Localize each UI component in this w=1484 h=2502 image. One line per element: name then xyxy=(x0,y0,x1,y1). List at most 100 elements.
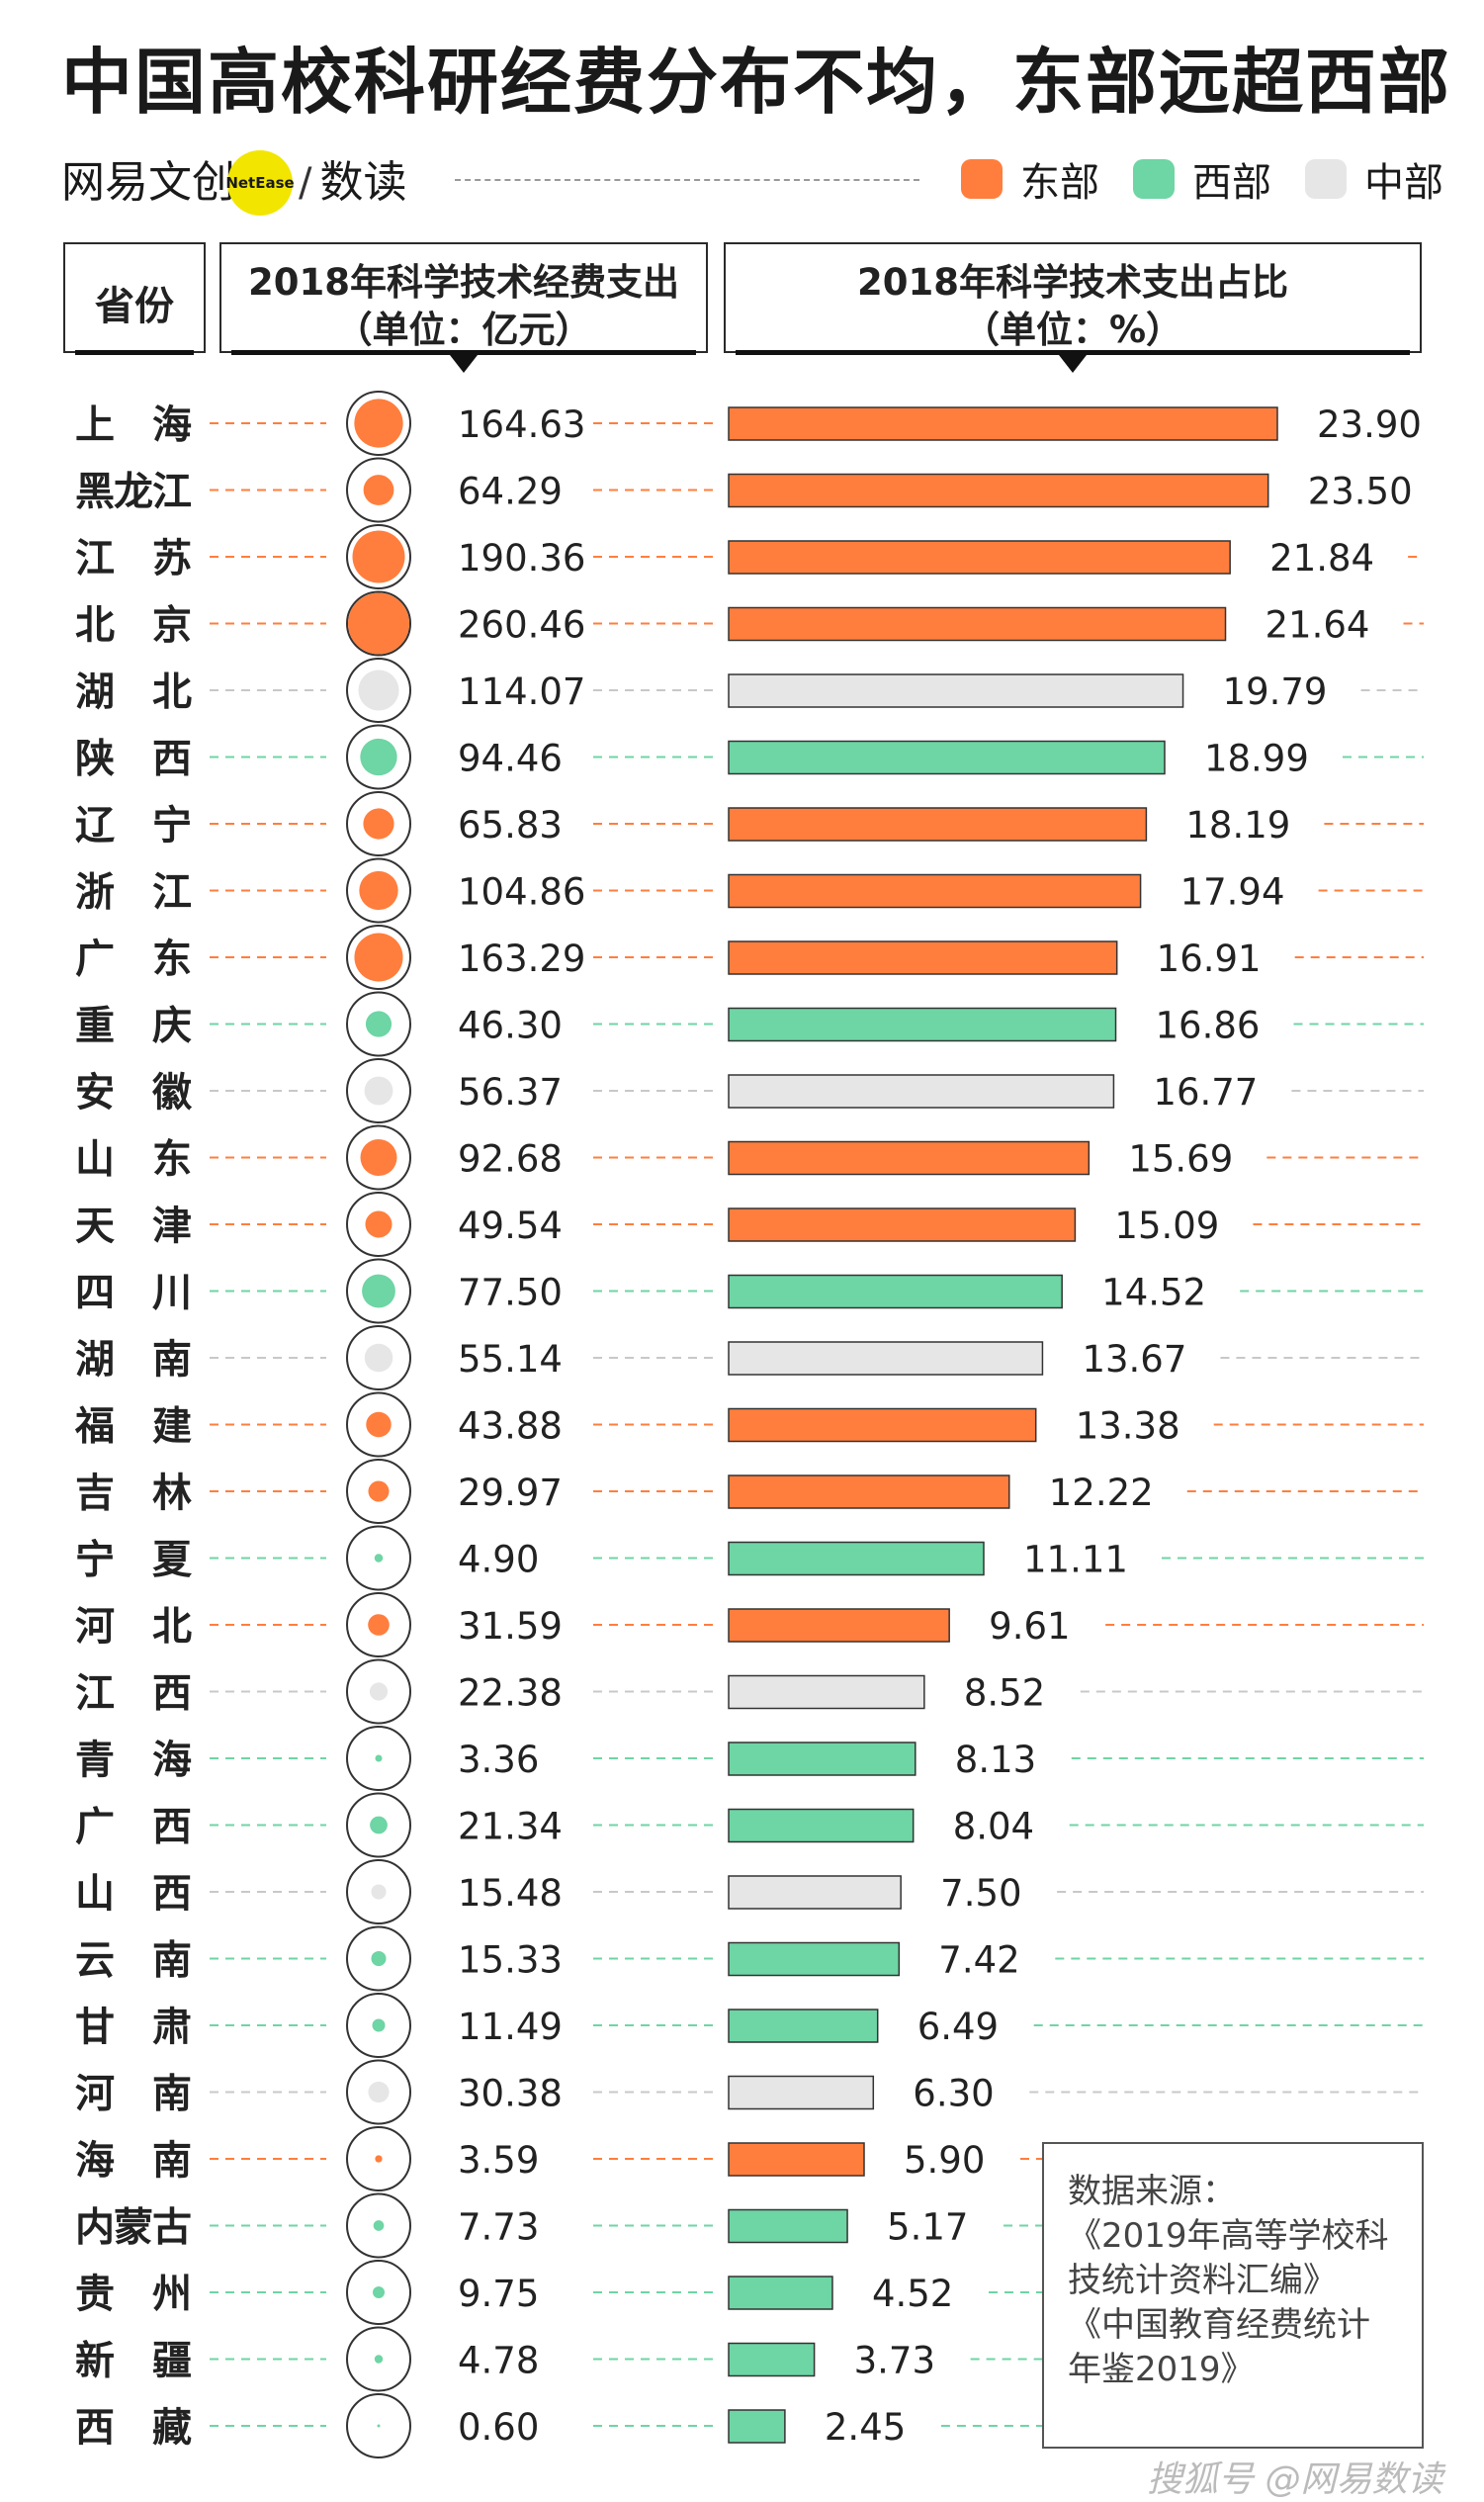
share-bar xyxy=(728,1474,1010,1509)
share-bar xyxy=(728,940,1118,975)
legend: 东部 西部 中部 xyxy=(961,148,1443,210)
share-bar xyxy=(728,1407,1037,1443)
funding-value: 22.38 xyxy=(458,1672,563,1715)
share-bar xyxy=(728,473,1269,508)
funding-circle xyxy=(375,2155,383,2163)
share-value: 11.11 xyxy=(1023,1539,1128,1581)
funding-value: 29.97 xyxy=(458,1472,563,1514)
share-bar xyxy=(728,1808,915,1843)
share-bar xyxy=(728,807,1148,842)
funding-value: 77.50 xyxy=(458,1272,563,1314)
share-value: 23.50 xyxy=(1308,471,1413,513)
funding-value: 43.88 xyxy=(458,1405,563,1448)
header-share-arrow-icon xyxy=(1059,355,1087,373)
funding-circle xyxy=(364,1076,393,1106)
share-value: 3.73 xyxy=(854,2340,935,2382)
share-value: 18.19 xyxy=(1185,804,1290,847)
funding-circle xyxy=(365,1011,393,1037)
share-value: 8.52 xyxy=(964,1672,1045,1715)
province-label: 山 东 xyxy=(75,1137,192,1183)
funding-value: 4.90 xyxy=(458,1539,539,1581)
funding-value: 92.68 xyxy=(458,1138,563,1181)
funding-circle xyxy=(377,2424,381,2428)
funding-circle xyxy=(368,1614,390,1636)
province-label: 湖 北 xyxy=(75,670,192,715)
funding-value: 56.37 xyxy=(458,1071,563,1114)
funding-circle xyxy=(371,1884,387,1900)
funding-value: 30.38 xyxy=(458,2073,563,2115)
share-bar xyxy=(728,1074,1115,1109)
province-label: 西 藏 xyxy=(75,2405,192,2451)
share-value: 23.90 xyxy=(1317,403,1422,446)
funding-circle xyxy=(359,870,398,911)
share-bar xyxy=(728,2075,875,2110)
header-funding-unit: （单位：亿元） xyxy=(335,309,592,351)
funding-circle xyxy=(364,1343,393,1373)
province-label: 江 苏 xyxy=(75,536,192,581)
province-label: 浙 江 xyxy=(75,870,192,916)
share-bar xyxy=(728,740,1166,775)
source-line: 技统计资料汇编》 xyxy=(1068,2261,1337,2300)
funding-value: 64.29 xyxy=(458,471,563,513)
funding-value: 15.48 xyxy=(458,1872,563,1915)
header-share-title: 2018年科学技术支出占比 xyxy=(857,261,1288,304)
funding-circle xyxy=(373,2286,385,2298)
header-funding-underline xyxy=(231,350,696,355)
province-label: 广 西 xyxy=(75,1805,192,1850)
share-value: 13.67 xyxy=(1082,1338,1186,1381)
funding-value: 55.14 xyxy=(458,1338,563,1381)
share-value: 6.49 xyxy=(917,2006,999,2048)
share-bar xyxy=(728,406,1278,441)
legend-label-west: 西部 xyxy=(1192,160,1271,206)
source-line: 《2019年高等学校科 xyxy=(1068,2216,1389,2256)
funding-value: 46.30 xyxy=(458,1005,563,1047)
funding-circle xyxy=(374,2355,384,2364)
funding-circle xyxy=(362,1274,395,1308)
funding-circle xyxy=(374,1554,384,1563)
share-value: 8.13 xyxy=(955,1739,1036,1781)
header-funding-title: 2018年科学技术经费支出 xyxy=(248,261,679,304)
funding-value: 15.33 xyxy=(458,1939,563,1982)
share-bar xyxy=(728,2208,848,2244)
funding-value: 260.46 xyxy=(458,604,585,647)
share-value: 2.45 xyxy=(825,2406,906,2449)
legend-item-east: 东部 xyxy=(961,150,1099,208)
header-share: 2018年科学技术支出占比 （单位：%） xyxy=(724,242,1422,373)
province-label: 安 徽 xyxy=(75,1070,193,1116)
share-bar xyxy=(728,606,1227,642)
header-province-label: 省份 xyxy=(95,284,174,329)
brand-logo: 网易文创 NetEase / 数读 xyxy=(61,148,406,218)
province-label: 广 东 xyxy=(75,937,192,982)
share-bar xyxy=(728,1674,925,1710)
legend-label-east: 东部 xyxy=(1020,160,1099,206)
header-funding: 2018年科学技术经费支出 （单位：亿元） xyxy=(219,242,708,373)
share-value: 8.04 xyxy=(953,1806,1034,1848)
legend-item-west: 西部 xyxy=(1133,150,1271,208)
brand-name: 网易文创 xyxy=(61,157,235,208)
province-label: 海 南 xyxy=(75,2138,192,2184)
share-bar xyxy=(728,2142,865,2177)
funding-circle xyxy=(352,530,405,583)
funding-value: 164.63 xyxy=(458,403,585,446)
legend-swatch-east xyxy=(961,159,1003,199)
funding-circle xyxy=(358,670,399,711)
share-value: 4.52 xyxy=(872,2273,953,2315)
province-label: 贵 州 xyxy=(75,2272,192,2317)
funding-circle xyxy=(373,2220,385,2231)
province-label: 内蒙古 xyxy=(75,2205,192,2251)
brand-separator: / xyxy=(299,160,312,206)
share-bar xyxy=(728,1875,902,1910)
share-bar xyxy=(728,2009,879,2043)
province-label: 北 京 xyxy=(75,603,192,649)
funding-value: 65.83 xyxy=(458,804,563,847)
share-bar xyxy=(728,873,1142,909)
province-label: 青 海 xyxy=(75,1738,192,1783)
province-label: 河 北 xyxy=(75,1604,192,1650)
funding-value: 163.29 xyxy=(458,938,585,980)
province-label: 河 南 xyxy=(75,2072,192,2117)
province-label: 辽 宁 xyxy=(75,803,192,849)
funding-circle xyxy=(368,2081,390,2103)
share-value: 13.38 xyxy=(1076,1405,1180,1448)
legend-item-central: 中部 xyxy=(1305,150,1443,208)
